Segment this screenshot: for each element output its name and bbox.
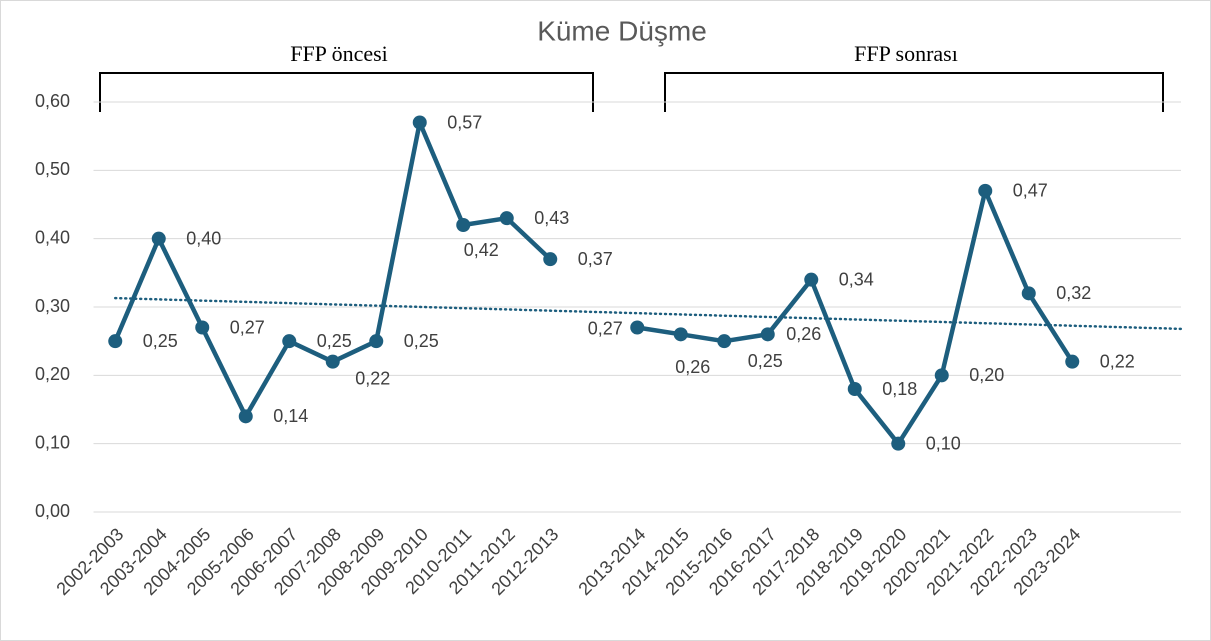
data-point [1065,354,1080,369]
data-label: 0,25 [143,331,178,351]
data-point [499,211,514,226]
data-label: 0,25 [748,351,783,371]
data-label: 0,32 [1056,283,1091,303]
data-label: 0,26 [675,357,710,377]
data-label: 0,20 [969,365,1004,385]
data-label: 0,57 [447,112,482,132]
bracket [664,72,1164,112]
data-point [456,218,471,232]
data-point [934,368,949,383]
data-point [108,334,123,349]
y-tick-label: 0,40 [35,227,70,247]
data-label: 0,25 [404,331,439,351]
data-point [673,327,688,342]
data-point [238,409,253,424]
y-tick-label: 0,30 [35,296,70,316]
data-point [717,334,732,349]
data-label: 0,40 [186,228,221,248]
data-point [630,320,645,335]
data-label: 0,27 [588,318,623,338]
data-label: 0,26 [786,324,821,344]
y-tick-label: 0,20 [35,364,70,384]
y-tick-label: 0,50 [35,159,70,179]
y-tick-label: 0,10 [35,432,70,452]
annotation: FFP öncesi [290,41,388,66]
data-point [1021,286,1036,301]
data-point [978,183,993,198]
chart-title: Küme Düşme [537,15,707,46]
data-point [282,334,297,349]
data-point [412,115,427,130]
data-label: 0,22 [1100,351,1135,371]
data-label: 0,43 [534,208,569,228]
data-point [195,320,210,335]
data-label: 0,47 [1013,181,1048,201]
data-point [804,272,819,287]
data-label: 0,10 [926,433,961,453]
data-point [760,327,775,342]
data-point [369,334,384,349]
data-label: 0,37 [578,249,613,269]
data-point [151,231,166,246]
data-label: 0,18 [882,379,917,399]
data-label: 0,42 [464,240,499,260]
bracket [99,72,594,112]
annotation: FFP sonrası [854,41,958,66]
data-label: 0,34 [839,269,874,289]
data-point [325,354,340,369]
data-label: 0,25 [317,331,352,351]
data-point [891,436,906,451]
data-label: 0,14 [273,406,308,426]
y-tick-label: 0,60 [35,91,70,111]
data-label: 0,27 [230,317,265,337]
data-point [847,382,862,396]
data-point [543,252,558,267]
data-label: 0,22 [355,368,390,388]
y-tick-label: 0,00 [35,501,70,521]
